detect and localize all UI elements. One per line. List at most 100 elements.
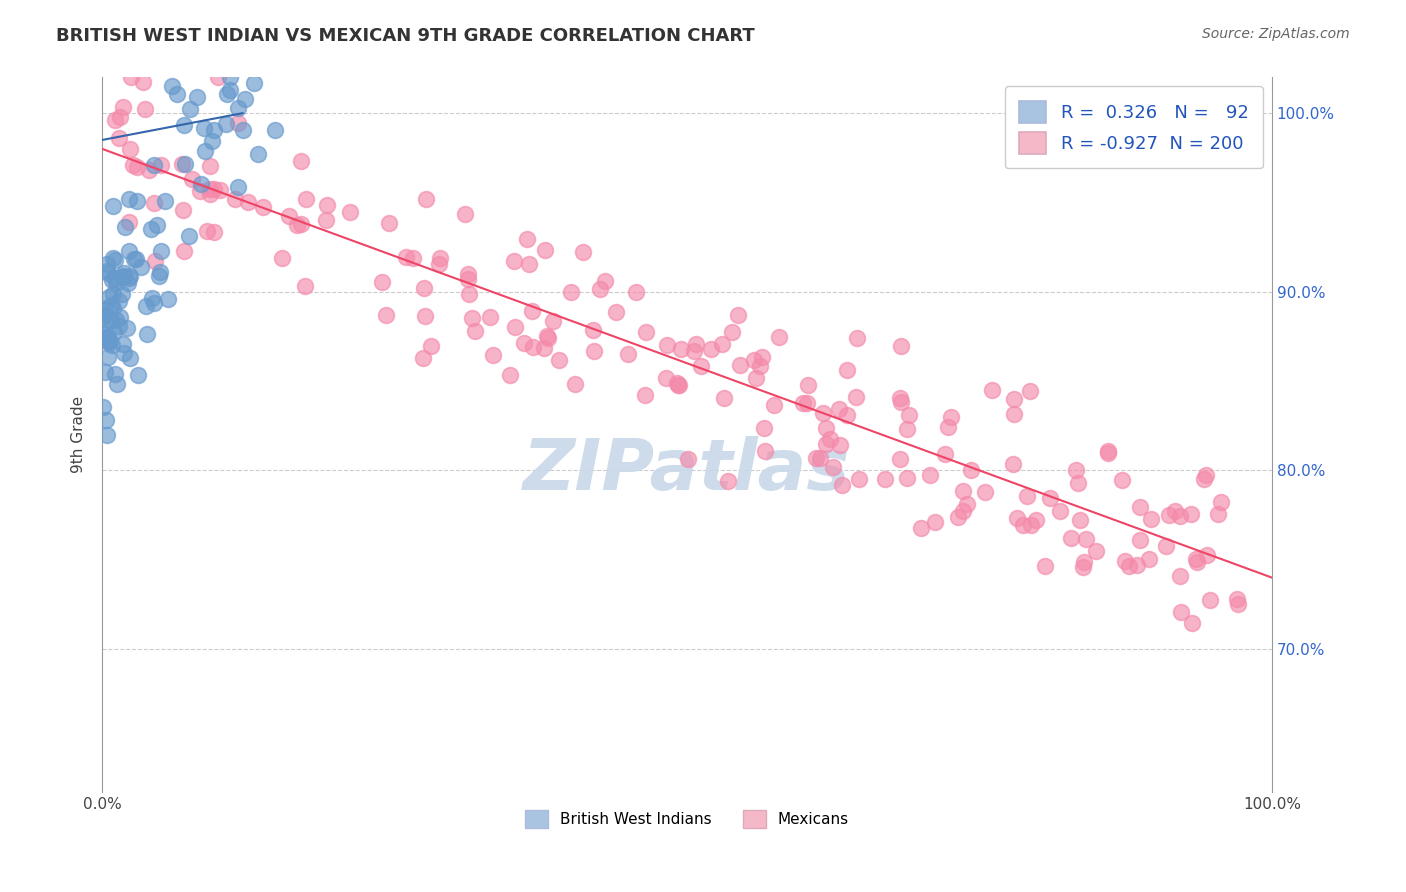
Point (1159, 508, 1181, 522)
Point (103, 326, 125, 340)
Point (101, 273, 124, 287)
Point (634, 388, 657, 402)
Point (278, 209, 301, 223)
Point (890, 395, 912, 409)
Point (537, 331, 560, 345)
Point (114, 219, 136, 234)
Point (792, 395, 814, 409)
Point (1168, 509, 1191, 524)
Point (429, 251, 451, 265)
Point (290, 153, 312, 168)
Point (233, 92, 256, 106)
Point (837, 409, 859, 423)
Point (97, 334, 120, 348)
Point (814, 421, 837, 435)
Point (634, 325, 657, 339)
Point (97, 290, 120, 304)
Point (104, 271, 127, 285)
Point (94, 413, 117, 427)
Point (97, 330, 120, 344)
Point (105, 377, 128, 392)
Point (395, 250, 418, 264)
Point (143, 196, 166, 211)
Point (1168, 569, 1191, 583)
Point (127, 160, 149, 174)
Point (482, 347, 505, 361)
Point (821, 459, 844, 474)
Text: ZIPatlas: ZIPatlas (523, 436, 851, 505)
Point (242, 76, 264, 90)
Point (896, 471, 918, 485)
Point (655, 371, 678, 385)
Point (315, 213, 337, 227)
Point (378, 216, 401, 230)
Point (142, 295, 165, 310)
Point (122, 252, 145, 266)
Point (582, 323, 605, 337)
Point (730, 358, 752, 372)
Point (412, 351, 434, 365)
Point (217, 87, 239, 101)
Point (797, 378, 820, 392)
Point (135, 299, 157, 313)
Point (1126, 558, 1149, 573)
Point (512, 336, 534, 351)
Point (533, 243, 555, 257)
Point (118, 244, 141, 259)
Point (1184, 552, 1206, 566)
Point (294, 279, 316, 293)
Point (499, 368, 522, 382)
Point (1199, 592, 1222, 607)
Point (375, 308, 398, 322)
Point (93, 309, 115, 323)
Point (104, 252, 127, 267)
Point (202, 182, 225, 196)
Point (143, 158, 166, 172)
Point (150, 244, 173, 258)
Point (1033, 558, 1056, 573)
Point (200, 187, 222, 202)
Point (1181, 615, 1204, 630)
Point (148, 268, 170, 283)
Point (1038, 491, 1060, 506)
Point (134, 103, 156, 117)
Point (1067, 476, 1090, 491)
Point (700, 342, 723, 356)
Point (890, 338, 912, 352)
Point (1002, 458, 1025, 472)
Point (96, 427, 118, 442)
Point (457, 267, 479, 281)
Point (1226, 597, 1249, 611)
Point (1002, 392, 1025, 407)
Point (748, 359, 770, 373)
Point (671, 342, 693, 356)
Point (236, 195, 259, 210)
Point (115, 320, 138, 334)
Point (564, 376, 586, 391)
Point (118, 351, 141, 365)
Point (536, 328, 558, 343)
Point (1076, 532, 1098, 546)
Point (548, 353, 571, 368)
Point (1180, 508, 1202, 522)
Point (1156, 539, 1178, 553)
Point (94, 301, 117, 316)
Point (1164, 504, 1187, 518)
Point (710, 337, 733, 351)
Point (1140, 512, 1163, 526)
Point (1118, 558, 1140, 573)
Point (742, 352, 765, 367)
Point (100, 298, 122, 312)
Point (668, 378, 690, 392)
Point (924, 516, 946, 530)
Point (112, 336, 135, 351)
Point (219, 83, 242, 97)
Point (419, 339, 441, 353)
Point (934, 447, 956, 461)
Point (104, 276, 127, 290)
Point (136, 326, 159, 341)
Point (751, 350, 773, 364)
Point (198, 160, 221, 174)
Point (461, 311, 484, 326)
Point (270, 251, 292, 265)
